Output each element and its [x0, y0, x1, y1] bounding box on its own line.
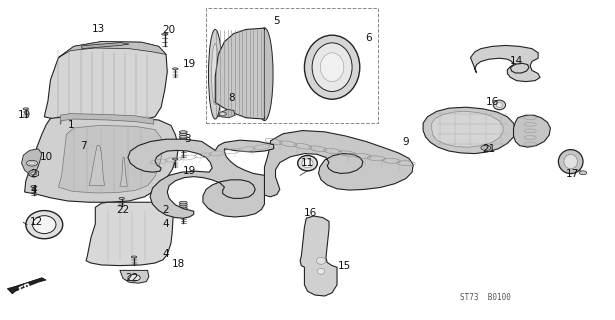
Text: ST73  B0100: ST73 B0100 — [461, 293, 511, 302]
Polygon shape — [7, 278, 46, 294]
Text: 2: 2 — [31, 169, 37, 180]
Ellipse shape — [119, 197, 125, 199]
Text: 18: 18 — [172, 259, 185, 269]
Polygon shape — [29, 170, 39, 177]
Bar — [206, 8, 378, 123]
Text: 12: 12 — [30, 217, 44, 228]
Text: 16: 16 — [304, 208, 317, 218]
Ellipse shape — [304, 35, 360, 99]
Text: 13: 13 — [92, 24, 105, 34]
Polygon shape — [432, 111, 503, 147]
Ellipse shape — [180, 207, 187, 210]
Ellipse shape — [31, 186, 37, 188]
Ellipse shape — [172, 158, 178, 160]
Ellipse shape — [256, 28, 273, 121]
Ellipse shape — [298, 156, 317, 171]
Text: 5: 5 — [274, 16, 280, 26]
Ellipse shape — [26, 211, 63, 239]
Ellipse shape — [33, 216, 56, 234]
Polygon shape — [25, 116, 178, 202]
Text: 4: 4 — [31, 185, 37, 196]
Text: 3: 3 — [184, 134, 191, 144]
Ellipse shape — [180, 131, 187, 133]
Text: 19: 19 — [183, 59, 196, 69]
Text: 8: 8 — [229, 92, 235, 103]
Polygon shape — [300, 216, 337, 296]
Polygon shape — [60, 114, 154, 125]
Circle shape — [481, 145, 491, 150]
Ellipse shape — [493, 100, 506, 110]
Ellipse shape — [23, 108, 28, 110]
Text: 20: 20 — [162, 25, 176, 36]
Polygon shape — [58, 42, 166, 58]
Polygon shape — [22, 149, 42, 174]
Polygon shape — [263, 131, 413, 197]
Text: 2: 2 — [163, 204, 169, 215]
Ellipse shape — [180, 215, 186, 217]
Text: 21: 21 — [482, 144, 496, 154]
Polygon shape — [514, 115, 550, 147]
Ellipse shape — [320, 53, 344, 82]
Ellipse shape — [212, 205, 218, 209]
Text: 4: 4 — [163, 249, 169, 260]
Ellipse shape — [172, 68, 178, 70]
Polygon shape — [120, 270, 149, 283]
Ellipse shape — [302, 159, 313, 168]
Ellipse shape — [131, 256, 137, 258]
Text: 11: 11 — [301, 158, 314, 168]
Text: 22: 22 — [116, 204, 130, 215]
Polygon shape — [423, 107, 515, 154]
Text: 9: 9 — [403, 137, 409, 148]
Text: 14: 14 — [510, 56, 523, 66]
Ellipse shape — [180, 136, 187, 138]
Ellipse shape — [180, 148, 186, 150]
Ellipse shape — [208, 204, 222, 212]
Text: 19: 19 — [18, 110, 31, 120]
Text: FR.: FR. — [17, 280, 38, 297]
Ellipse shape — [564, 155, 577, 169]
Circle shape — [26, 160, 38, 166]
Circle shape — [579, 171, 587, 175]
Text: 17: 17 — [565, 169, 579, 180]
Ellipse shape — [212, 44, 219, 105]
Text: 10: 10 — [39, 152, 53, 162]
Ellipse shape — [180, 204, 187, 206]
Circle shape — [128, 275, 140, 281]
Ellipse shape — [208, 29, 222, 119]
Ellipse shape — [180, 138, 187, 140]
Polygon shape — [44, 42, 167, 123]
Polygon shape — [218, 109, 235, 118]
Ellipse shape — [180, 201, 187, 204]
Circle shape — [219, 112, 226, 116]
Text: 16: 16 — [485, 97, 499, 108]
Polygon shape — [470, 45, 540, 82]
Polygon shape — [89, 146, 105, 186]
Text: 22: 22 — [125, 273, 139, 284]
Ellipse shape — [496, 102, 502, 108]
Ellipse shape — [317, 268, 325, 274]
Polygon shape — [86, 202, 173, 266]
Polygon shape — [215, 28, 264, 119]
Polygon shape — [120, 157, 127, 186]
Polygon shape — [82, 43, 129, 49]
Ellipse shape — [180, 133, 187, 136]
Ellipse shape — [317, 257, 326, 264]
Text: 4: 4 — [163, 219, 169, 229]
Ellipse shape — [558, 150, 583, 173]
Text: 19: 19 — [183, 166, 196, 176]
Text: 1: 1 — [68, 120, 74, 130]
Text: 15: 15 — [338, 260, 351, 271]
Text: 7: 7 — [80, 140, 86, 151]
Polygon shape — [128, 139, 274, 218]
Ellipse shape — [162, 33, 168, 35]
Text: 6: 6 — [366, 33, 372, 44]
Ellipse shape — [180, 205, 187, 208]
Ellipse shape — [312, 43, 352, 92]
Polygon shape — [58, 125, 163, 193]
